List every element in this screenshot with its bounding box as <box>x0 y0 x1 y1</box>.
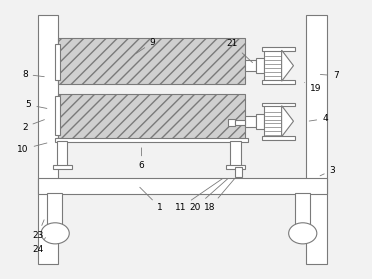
Text: 4: 4 <box>309 114 328 123</box>
Text: 11: 11 <box>175 179 222 212</box>
Text: 7: 7 <box>320 71 339 80</box>
Bar <box>38 15 58 264</box>
Bar <box>264 50 282 82</box>
Bar <box>262 136 295 140</box>
Text: 23: 23 <box>32 220 44 240</box>
Text: 9: 9 <box>137 38 155 53</box>
Text: 2: 2 <box>22 120 44 131</box>
Bar <box>295 193 310 224</box>
Bar <box>262 80 295 84</box>
Bar <box>245 60 256 71</box>
Bar <box>231 141 241 167</box>
Bar <box>58 94 245 140</box>
Bar <box>228 119 235 126</box>
Text: 10: 10 <box>17 143 47 154</box>
Bar <box>55 97 60 135</box>
Bar <box>38 177 327 194</box>
Circle shape <box>289 223 317 244</box>
Bar <box>256 114 264 129</box>
Text: 6: 6 <box>139 148 144 170</box>
Bar <box>47 193 62 224</box>
Bar <box>52 165 72 169</box>
Text: 24: 24 <box>32 238 45 254</box>
Bar <box>235 167 242 177</box>
Text: 1: 1 <box>140 187 163 212</box>
Polygon shape <box>282 50 294 81</box>
Bar <box>235 120 245 125</box>
Bar <box>55 138 248 142</box>
Bar <box>262 103 295 106</box>
Bar <box>55 44 60 80</box>
Text: 5: 5 <box>26 100 47 109</box>
Text: 8: 8 <box>22 70 44 79</box>
Text: 21: 21 <box>227 39 253 63</box>
Bar <box>57 141 67 167</box>
Text: 18: 18 <box>204 179 234 212</box>
Text: 19: 19 <box>305 83 321 93</box>
Polygon shape <box>282 106 294 137</box>
Bar <box>256 58 264 73</box>
Bar <box>245 116 256 127</box>
Bar <box>58 38 245 84</box>
Text: 3: 3 <box>320 165 335 176</box>
Bar <box>264 105 282 137</box>
Circle shape <box>41 223 69 244</box>
Bar <box>307 15 327 264</box>
Text: 20: 20 <box>190 179 228 212</box>
Bar <box>226 165 245 169</box>
Bar <box>262 47 295 51</box>
